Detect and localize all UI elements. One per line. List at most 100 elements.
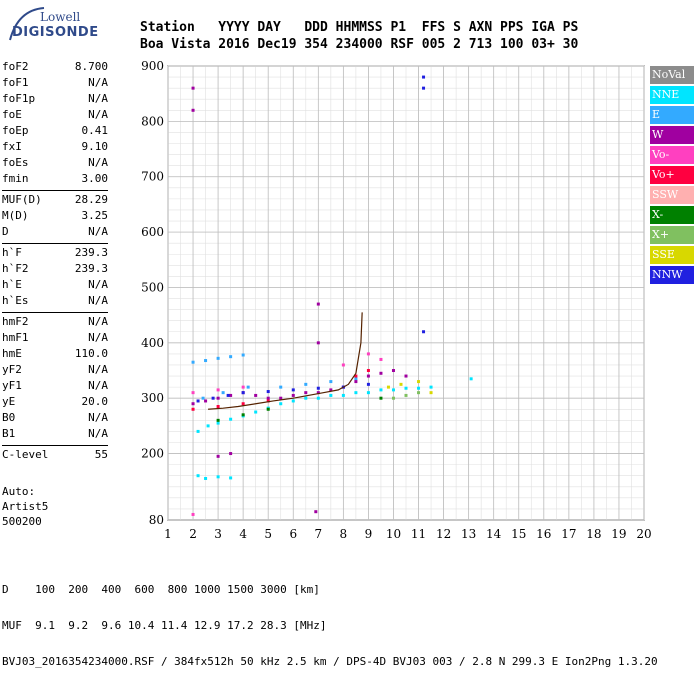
param-value: 239.3 xyxy=(74,262,108,275)
data-point xyxy=(216,405,220,408)
data-point xyxy=(226,393,230,397)
data-point xyxy=(229,355,233,359)
data-point xyxy=(404,374,408,378)
y-tick-label: 600 xyxy=(141,225,164,239)
auto-code: 500200 xyxy=(2,515,42,528)
data-point xyxy=(191,391,195,395)
data-point xyxy=(211,396,215,400)
data-point xyxy=(366,391,370,395)
data-point xyxy=(279,396,283,400)
param-name: fmin xyxy=(2,172,29,185)
legend-item: Vo- xyxy=(650,146,694,164)
data-point xyxy=(366,374,370,378)
data-point xyxy=(204,476,208,480)
param-row: C-level 55 xyxy=(2,448,108,464)
param-name: D xyxy=(2,225,9,238)
legend-item: SSW xyxy=(650,186,694,204)
data-point xyxy=(291,388,295,392)
param-row: foF1 N/A xyxy=(2,76,108,92)
param-row: B1 N/A xyxy=(2,427,108,443)
y-tick-label: 400 xyxy=(141,336,164,350)
data-point xyxy=(229,476,233,480)
param-row: yE 20.0 xyxy=(2,395,108,411)
x-tick-label: 1 xyxy=(164,527,172,541)
param-name: foEp xyxy=(2,124,29,137)
param-name: B0 xyxy=(2,411,16,424)
param-value: 3.25 xyxy=(81,209,109,222)
data-point xyxy=(266,396,270,400)
param-name: foF1 xyxy=(2,76,29,89)
footer-distance: D 100 200 400 600 800 1000 1500 3000 [km… xyxy=(2,583,320,596)
legend-item: SSE xyxy=(650,246,694,264)
param-value: N/A xyxy=(88,278,108,291)
data-point xyxy=(204,359,208,363)
param-name: yE xyxy=(2,395,16,408)
param-name: fxI xyxy=(2,140,22,153)
param-value: N/A xyxy=(88,379,108,392)
x-tick-label: 5 xyxy=(264,527,272,541)
data-point xyxy=(216,388,220,392)
param-value: 3.00 xyxy=(81,172,109,185)
param-value: N/A xyxy=(88,331,108,344)
param-name: MUF(D) xyxy=(2,193,42,206)
x-tick-label: 8 xyxy=(340,527,348,541)
x-tick-label: 6 xyxy=(289,527,297,541)
x-tick-label: 12 xyxy=(436,527,451,541)
footer: D 100 200 400 600 800 1000 1500 3000 [km… xyxy=(2,560,658,680)
data-point xyxy=(417,391,421,395)
digisonde-logo-icon xyxy=(9,7,45,41)
param-value: 110.0 xyxy=(74,347,108,360)
data-point xyxy=(246,385,250,389)
data-point xyxy=(241,353,245,357)
data-point xyxy=(196,399,200,403)
param-value: 0.41 xyxy=(81,124,109,137)
param-name: hmF2 xyxy=(2,315,29,328)
data-point xyxy=(279,385,283,389)
param-value: 9.10 xyxy=(81,140,109,153)
x-tick-label: 4 xyxy=(239,527,247,541)
param-row: MUF(D) 28.29 xyxy=(2,193,108,209)
param-separator xyxy=(2,243,108,244)
param-row: foEp 0.41 xyxy=(2,124,108,140)
data-point xyxy=(391,369,395,373)
param-value: N/A xyxy=(88,294,108,307)
data-point xyxy=(404,386,408,390)
y-tick-label: 500 xyxy=(141,280,164,294)
param-row: foF1p N/A xyxy=(2,92,108,108)
param-row: B0 N/A xyxy=(2,411,108,427)
data-point xyxy=(366,382,370,386)
data-point xyxy=(354,374,358,378)
x-tick-label: 18 xyxy=(586,527,601,541)
header-labels: Station YYYY DAY DDD HHMMSS P1 FFS S AXN… xyxy=(140,20,579,35)
data-point xyxy=(201,396,205,400)
data-point xyxy=(241,402,245,406)
x-tick-label: 16 xyxy=(536,527,551,541)
data-point xyxy=(229,393,233,397)
auto-block: Auto: Artist5 500200 xyxy=(2,484,48,529)
legend-item: NNW xyxy=(650,266,694,284)
x-tick-label: 20 xyxy=(636,527,651,541)
data-point xyxy=(304,391,308,395)
data-point xyxy=(404,393,408,397)
data-point xyxy=(329,388,333,392)
data-point xyxy=(366,352,370,356)
param-value: N/A xyxy=(88,92,108,105)
param-row: hmF2 N/A xyxy=(2,315,108,331)
data-point xyxy=(229,452,233,456)
polarization-legend: NoVal NNE E W Vo- Vo+ SSW X- X+ SSE NNW xyxy=(650,66,694,286)
trace-line xyxy=(208,312,363,410)
param-row: foF2 8.700 xyxy=(2,60,108,76)
data-point xyxy=(241,385,245,389)
legend-item: X- xyxy=(650,206,694,224)
data-point xyxy=(354,377,358,381)
param-name: M(D) xyxy=(2,209,29,222)
data-point xyxy=(279,402,283,406)
data-point xyxy=(206,424,210,428)
data-point xyxy=(216,421,220,425)
data-point xyxy=(266,399,270,403)
data-point xyxy=(379,396,383,400)
data-point xyxy=(429,391,433,395)
param-row: h`Es N/A xyxy=(2,294,108,310)
x-tick-label: 3 xyxy=(214,527,222,541)
param-name: h`E xyxy=(2,278,22,291)
